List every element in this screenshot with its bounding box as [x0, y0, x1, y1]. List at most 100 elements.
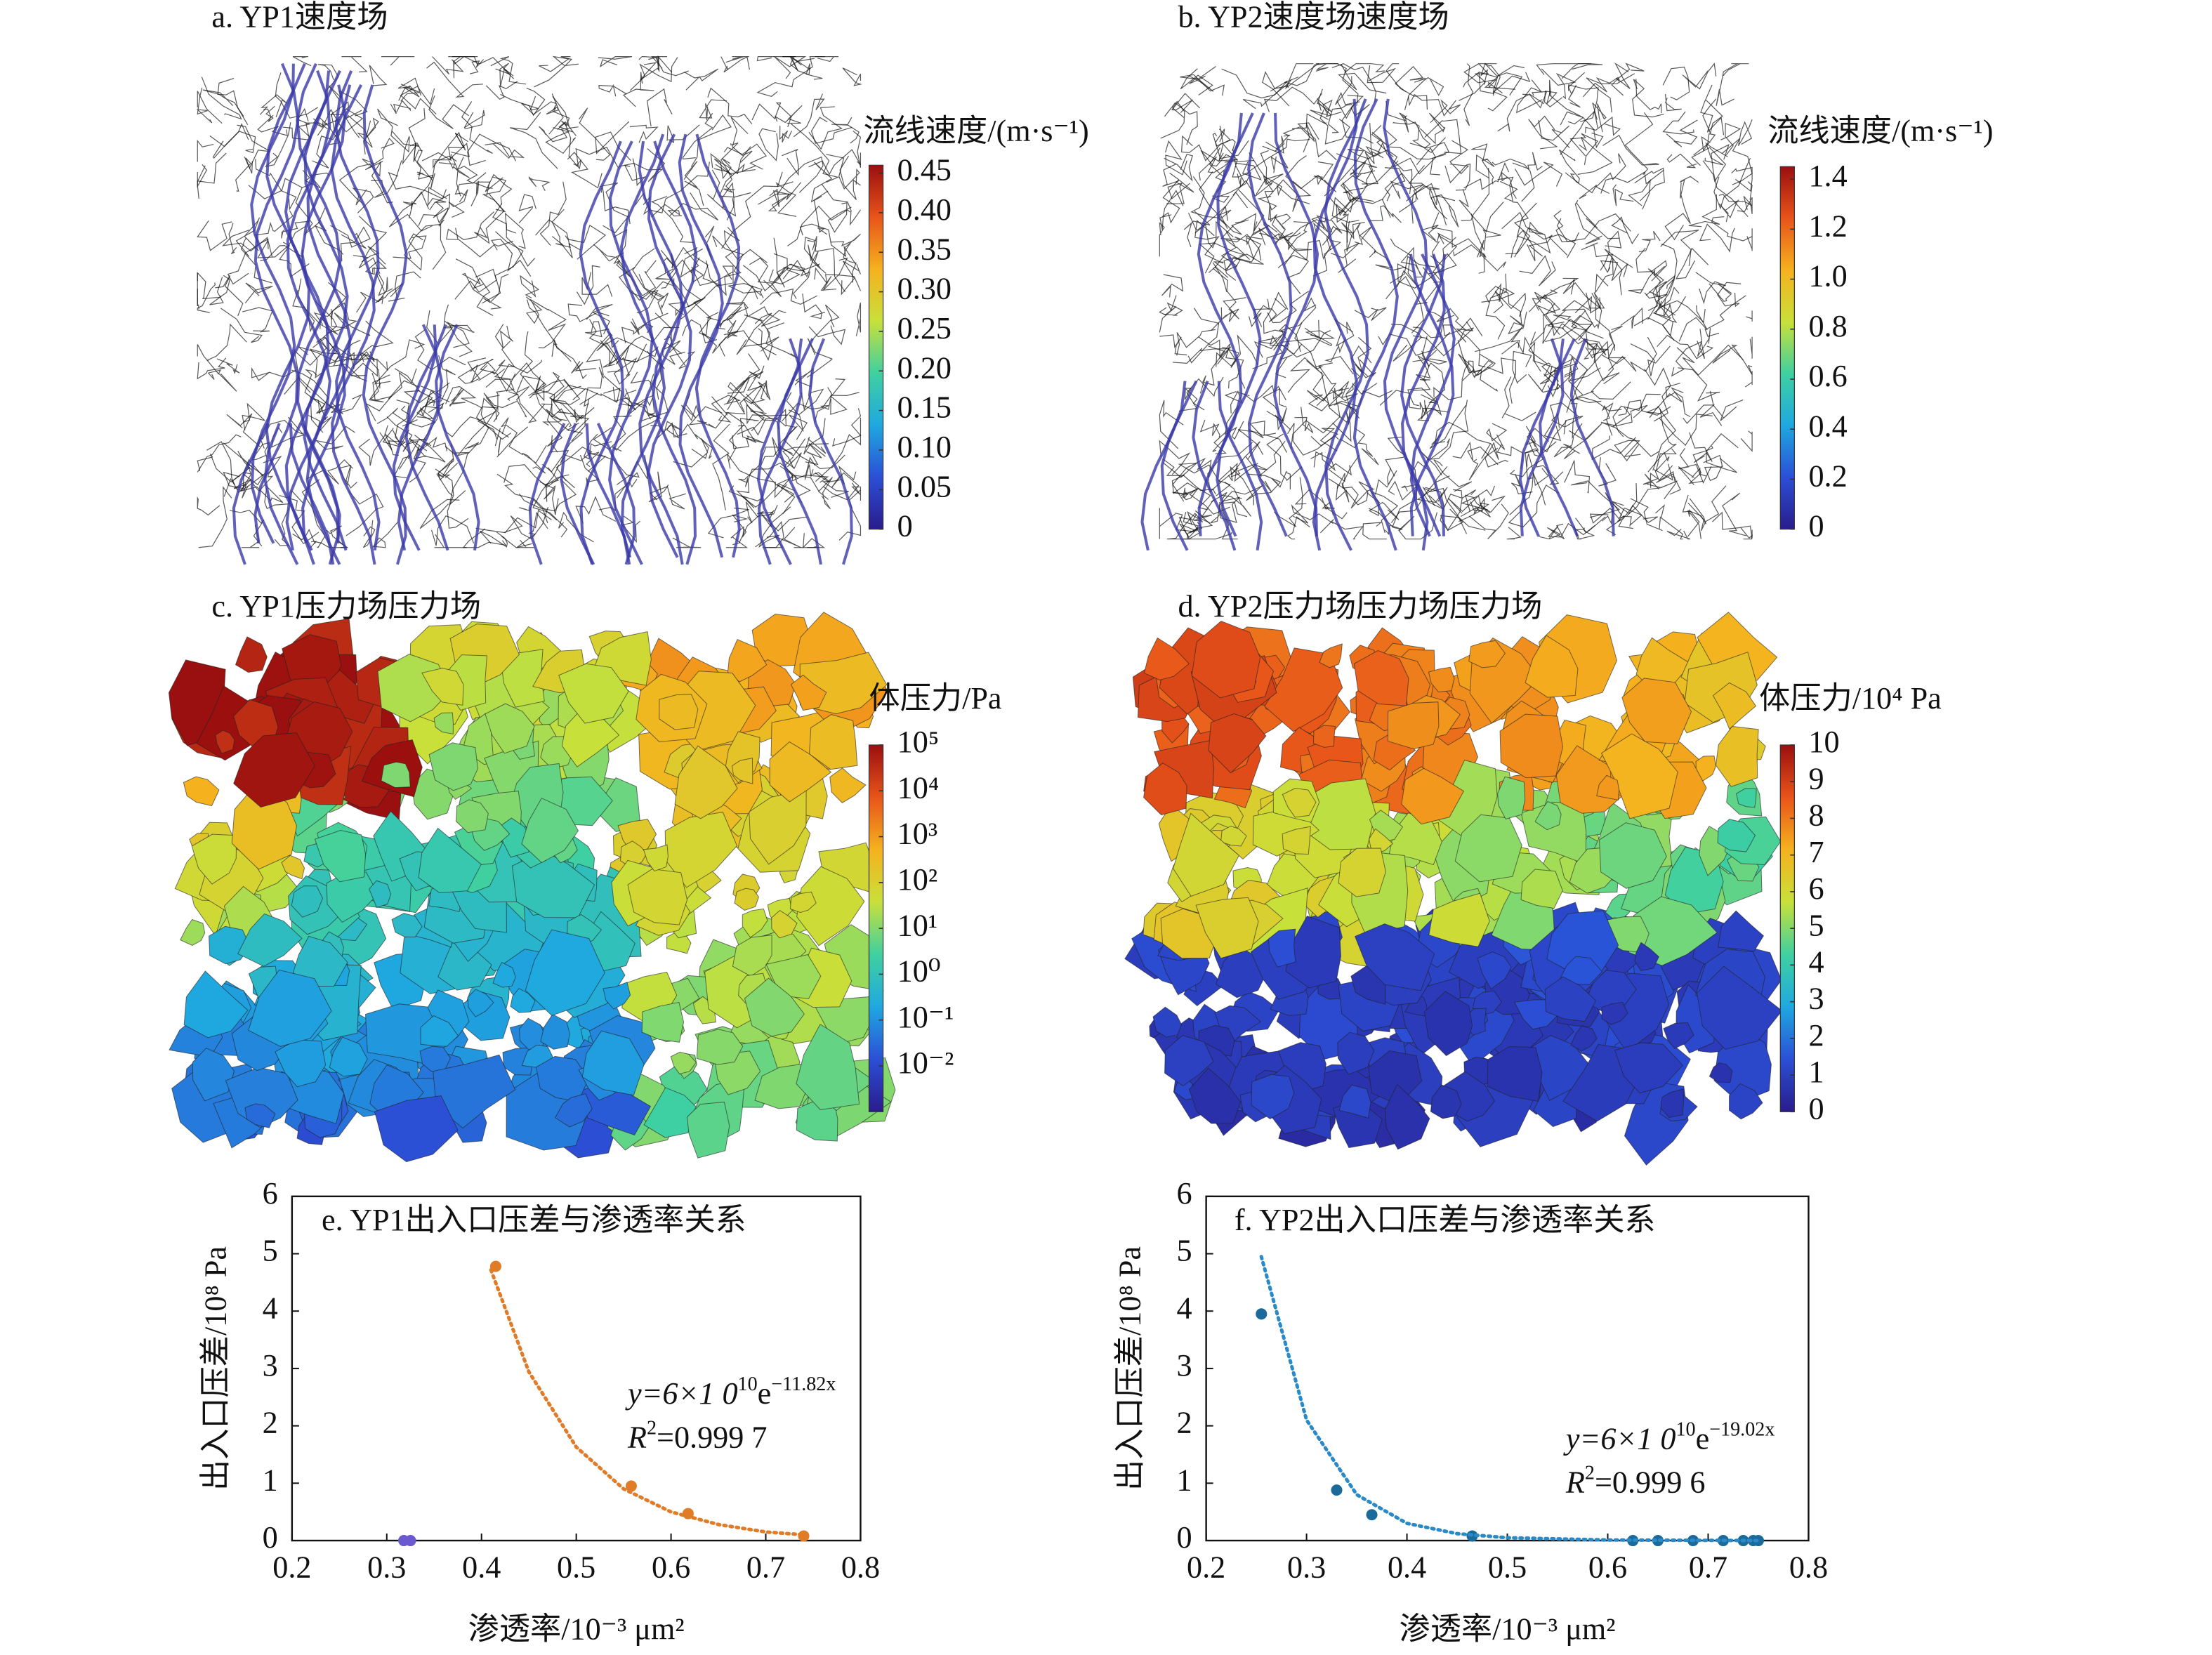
pore-network: [301, 479, 326, 548]
pore-network: [817, 477, 833, 510]
pore-network: [494, 324, 514, 349]
streamline: [305, 84, 352, 565]
pore-network: [552, 95, 577, 136]
colorbar-tick-label: 0.45: [897, 153, 952, 187]
colorbar-tick-label: 0.25: [897, 311, 952, 345]
pore-network: [1709, 390, 1744, 421]
pore-network: [1564, 423, 1602, 460]
pore-network: [242, 307, 273, 333]
x-tick-label: 0.4: [462, 1550, 501, 1584]
pore-network: [573, 147, 619, 169]
pore-network: [789, 263, 810, 299]
pore-network: [1345, 368, 1378, 395]
pressure-patch: [603, 982, 631, 1010]
pore-network: [229, 510, 265, 547]
pore-network: [1367, 65, 1396, 84]
pore-network: [1568, 84, 1599, 123]
pore-network: [1178, 522, 1203, 539]
pressure-patch: [1596, 774, 1620, 800]
pore-network: [1406, 165, 1440, 202]
pore-network: [744, 462, 798, 487]
pore-network: [1538, 523, 1565, 540]
pore-network: [718, 163, 756, 198]
streamline: [250, 63, 296, 544]
streamline: [579, 140, 625, 565]
data-point: [1256, 1308, 1268, 1320]
colorbar: [1779, 166, 1795, 530]
pore-network: [1274, 477, 1303, 527]
pore-network: [699, 99, 728, 121]
pore-network: [1287, 357, 1324, 393]
annotation-part: 10: [1676, 1418, 1695, 1440]
pore-network: [1496, 444, 1524, 470]
pore-network: [1424, 119, 1462, 154]
pressure-patch: [1428, 892, 1490, 947]
pressure-patch: [1195, 897, 1259, 959]
pore-network: [839, 155, 861, 200]
pressure-patch: [809, 714, 858, 770]
x-tick-label: 0.2: [1187, 1550, 1225, 1584]
pore-network: [1166, 182, 1190, 204]
x-axis-label: 渗透率/10⁻³ μm²: [468, 1612, 685, 1647]
pressure-patch: [329, 1036, 368, 1077]
pore-network: [520, 275, 540, 298]
pore-network: [1262, 388, 1287, 422]
pore-network: [433, 201, 449, 227]
pore-network: [1368, 508, 1403, 535]
pore-network: [491, 239, 532, 277]
pore-network: [1350, 161, 1376, 179]
pressure-patch: [1313, 725, 1336, 748]
pore-network: [813, 195, 827, 235]
pore-network: [593, 244, 628, 273]
pore-network: [377, 108, 410, 153]
pore-network: [197, 152, 227, 199]
pore-network: [1447, 489, 1476, 531]
pressure-patch: [1188, 1067, 1242, 1124]
pore-network: [382, 428, 407, 456]
pore-network: [1716, 63, 1738, 106]
pressure-patch: [1338, 1084, 1371, 1119]
pore-network: [521, 95, 557, 115]
pore-network: [1390, 238, 1421, 289]
pore-network: [1595, 257, 1614, 294]
streamline: [284, 70, 331, 551]
pore-network: [538, 308, 567, 349]
pore-network: [1335, 76, 1360, 105]
pressure-patch: [521, 798, 579, 864]
pore-network: [738, 418, 759, 444]
pressure-patch: [687, 1101, 730, 1159]
pore-network: [546, 93, 564, 135]
pore-network: [1183, 211, 1211, 248]
pore-network: [1159, 222, 1165, 257]
pore-network: [1655, 504, 1683, 540]
pressure-patch: [674, 745, 738, 819]
colorbar-tick-label: 0.35: [897, 232, 952, 266]
pore-network: [496, 473, 548, 524]
pore-network: [482, 231, 524, 304]
streamline: [1401, 253, 1446, 537]
pore-network: [1199, 345, 1225, 394]
streamline: [777, 338, 822, 565]
pore-network: [673, 438, 709, 468]
pore-network: [240, 237, 272, 284]
pore-network: [478, 362, 516, 393]
pore-network: [1312, 222, 1342, 277]
pore-network: [197, 357, 227, 380]
pore-network: [576, 265, 600, 305]
pore-network: [802, 294, 825, 319]
pore-network: [756, 67, 811, 97]
pore-network: [1338, 64, 1387, 94]
pore-network: [1602, 134, 1659, 166]
pore-network: [1268, 204, 1291, 225]
pore-network: [647, 88, 673, 127]
pore-network: [1600, 404, 1648, 428]
pore-network: [507, 393, 546, 423]
pore-network: [1246, 221, 1270, 246]
streamline: [528, 423, 566, 565]
pore-network: [732, 435, 765, 449]
pressure-patch: [428, 742, 478, 791]
colorbar-tick-label: 10¹: [897, 908, 937, 942]
pore-network: [518, 194, 536, 224]
pore-network: [613, 229, 631, 278]
colorbar-tick-label: 4: [1808, 945, 1824, 980]
